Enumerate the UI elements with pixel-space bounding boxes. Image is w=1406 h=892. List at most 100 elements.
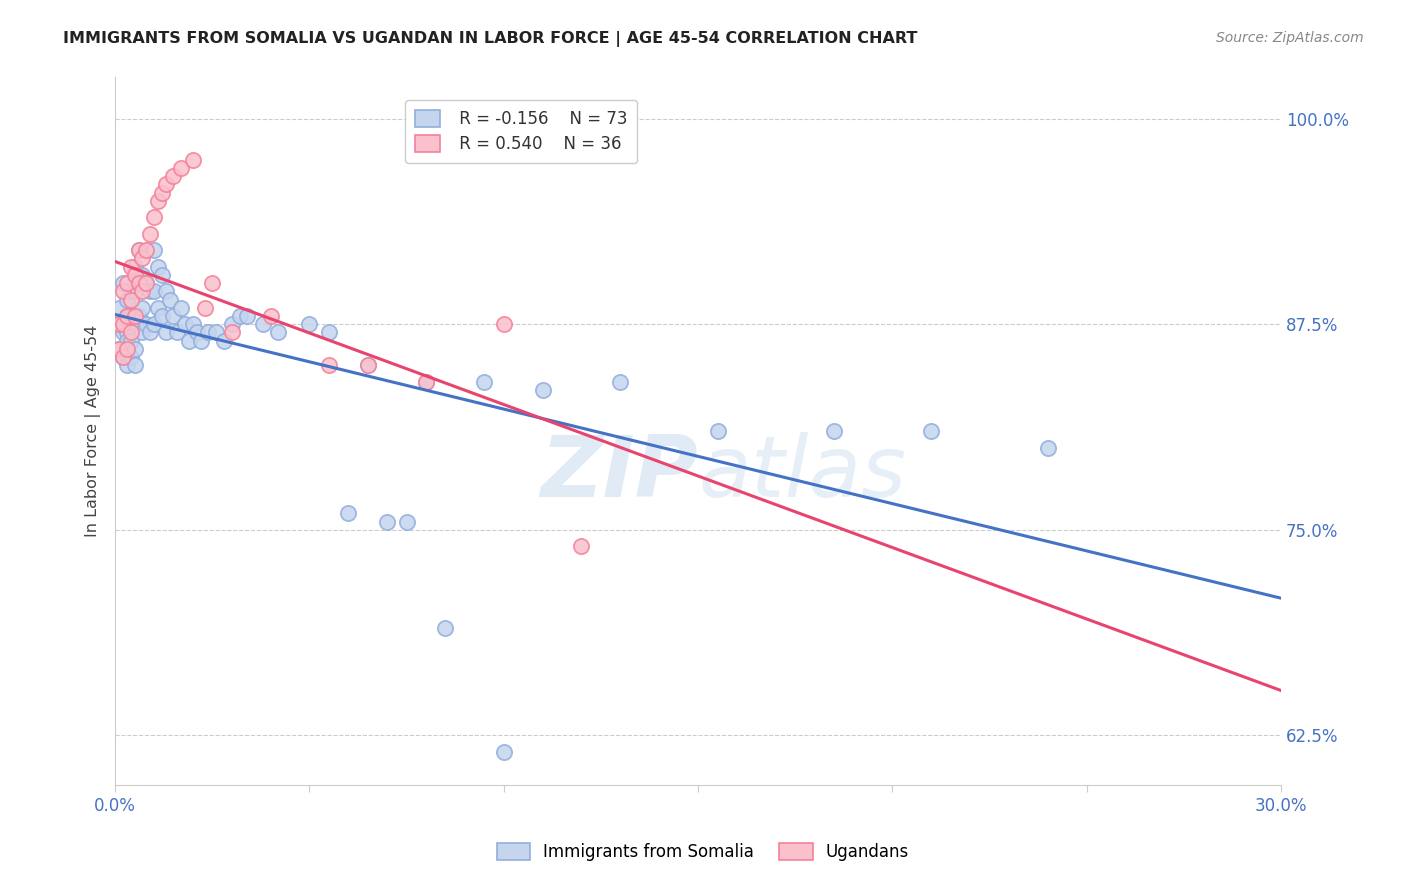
Point [108,317,131,331]
Point [193,301,215,315]
Point [337,506,360,520]
Point [146,301,169,315]
Point [150,268,173,282]
Point [115,293,138,307]
Point [124,260,146,274]
Point [212,334,235,348]
Point [143,243,166,257]
Point [609,375,631,389]
Point [120,309,142,323]
Point [170,161,193,175]
Point [124,317,146,331]
Point [139,285,162,299]
Point [131,326,153,340]
Y-axis label: In Labor Force | Age 45-54: In Labor Force | Age 45-54 [86,325,101,537]
Point [298,317,321,331]
Point [236,309,259,323]
Point [124,359,146,373]
Point [146,194,169,208]
Point [115,359,138,373]
Text: ZIP: ZIP [540,432,697,515]
Point [823,424,845,438]
Point [115,309,138,323]
Point [115,309,138,323]
Point [920,424,942,438]
Point [174,317,197,331]
Point [197,326,219,340]
Point [357,359,380,373]
Point [115,326,138,340]
Point [318,326,340,340]
Point [259,309,281,323]
Point [131,268,153,282]
Point [128,243,150,257]
Point [124,342,146,356]
Point [186,326,208,340]
Point [170,301,193,315]
Point [115,342,138,356]
Point [190,334,212,348]
Point [166,326,188,340]
Point [115,334,138,348]
Point [124,309,146,323]
Point [155,178,177,192]
Point [143,317,166,331]
Point [120,334,142,348]
Point [124,285,146,299]
Point [124,268,146,282]
Point [120,350,142,364]
Point [228,309,250,323]
Legend:  R = -0.156    N = 73,  R = 0.540    N = 36: R = -0.156 N = 73, R = 0.540 N = 36 [405,100,637,163]
Point [201,276,224,290]
Point [128,276,150,290]
Text: atlas: atlas [697,432,905,515]
Point [135,243,157,257]
Point [155,326,177,340]
Point [1036,441,1059,455]
Point [128,276,150,290]
Point [177,334,200,348]
Point [135,276,157,290]
Point [128,243,150,257]
Point [162,169,184,183]
Legend: Immigrants from Somalia, Ugandans: Immigrants from Somalia, Ugandans [491,836,915,868]
Point [111,276,134,290]
Point [108,301,131,315]
Point [135,276,157,290]
Point [111,317,134,331]
Point [135,317,157,331]
Point [492,745,515,759]
Point [267,326,290,340]
Text: IMMIGRANTS FROM SOMALIA VS UGANDAN IN LABOR FORCE | AGE 45-54 CORRELATION CHART: IMMIGRANTS FROM SOMALIA VS UGANDAN IN LA… [63,31,918,47]
Point [205,326,228,340]
Point [111,350,134,364]
Point [146,260,169,274]
Point [143,211,166,225]
Point [375,515,398,529]
Point [120,260,142,274]
Point [472,375,495,389]
Point [150,186,173,200]
Point [706,424,728,438]
Point [159,293,181,307]
Point [139,227,162,241]
Point [571,539,593,553]
Point [131,252,153,266]
Point [115,276,138,290]
Point [131,301,153,315]
Point [108,342,131,356]
Point [318,359,340,373]
Point [357,359,380,373]
Point [162,309,184,323]
Point [128,309,150,323]
Point [111,317,134,331]
Point [120,326,142,340]
Point [415,375,437,389]
Text: Source: ZipAtlas.com: Source: ZipAtlas.com [1216,31,1364,45]
Point [221,326,243,340]
Point [120,293,142,307]
Point [415,375,437,389]
Point [108,342,131,356]
Point [143,285,166,299]
Point [131,285,153,299]
